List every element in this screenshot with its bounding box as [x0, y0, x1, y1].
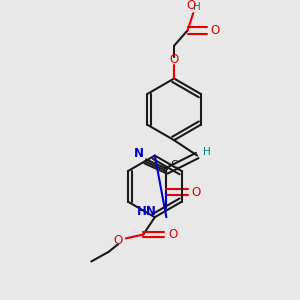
Text: O: O [211, 24, 220, 37]
Text: O: O [169, 228, 178, 241]
Text: C: C [170, 160, 178, 170]
Text: HN: HN [137, 205, 157, 218]
Text: O: O [187, 0, 196, 12]
Text: O: O [169, 53, 179, 66]
Text: O: O [192, 186, 201, 199]
Text: H: H [203, 147, 211, 157]
Text: N: N [134, 147, 143, 160]
Text: O: O [114, 234, 123, 247]
Text: H: H [193, 2, 201, 12]
